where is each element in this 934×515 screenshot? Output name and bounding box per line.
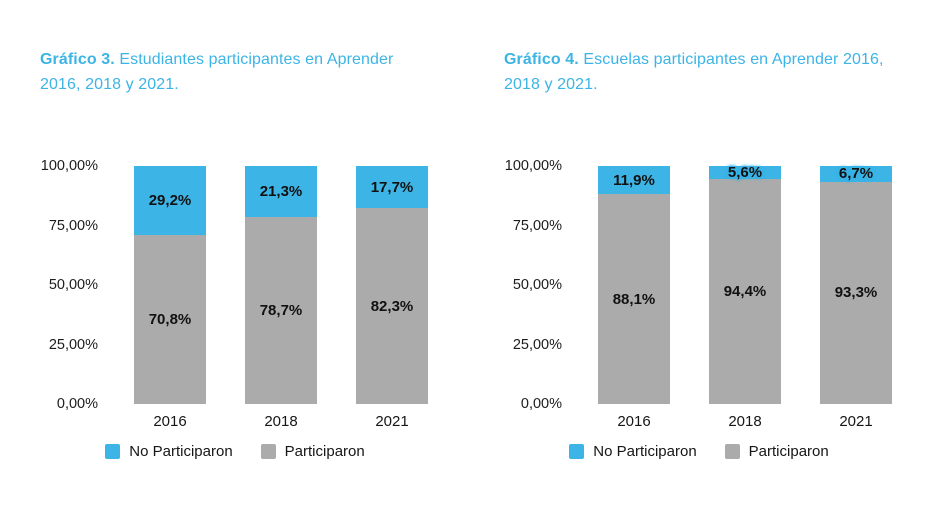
segment-participaron: 82,3% <box>356 208 428 404</box>
stacked-bar-chart-escuelas: 100,00% 75,00% 50,00% 25,00% 0,00% 11,9% 88,1… <box>504 158 894 460</box>
bar-2018: 5,6% 94,4% <box>709 164 781 404</box>
legend: No Participaron Participaron <box>40 443 430 460</box>
legend-swatch <box>724 444 740 459</box>
chart-title-grafico-4: Gráfico 4. Escuelas participantes en Apr… <box>504 47 894 97</box>
y-tick-label: 100,00% <box>504 158 562 174</box>
y-tick-label: 50,00% <box>512 277 562 293</box>
stacked-bar-chart-estudiantes: 100,00% 75,00% 50,00% 25,00% 0,00% 29,2% 70,8… <box>40 158 430 460</box>
y-axis: 100,00% 75,00% 50,00% 25,00% 0,00% <box>40 158 98 412</box>
segment-participaron: 93,3% <box>820 181 892 404</box>
y-tick-label: 25,00% <box>48 336 98 353</box>
segment-no-participaron: 29,2% <box>134 166 206 236</box>
bars-container: 29,2% 70,8% 21,3% 78,7% 17,7% 82,3% <box>98 166 428 404</box>
x-category-label: 2018 <box>728 413 762 430</box>
bar-2016: 11,9% 88,1% <box>598 166 670 404</box>
legend-label: Participaron <box>284 443 365 460</box>
segment-value-label: 11,9% <box>613 171 655 189</box>
x-axis: 2016 2018 2021 <box>40 413 430 430</box>
bar-2018: 21,3% 78,7% <box>245 166 317 404</box>
bar-2016: 29,2% 70,8% <box>134 166 206 404</box>
legend: No Participaron Participaron <box>504 443 894 460</box>
legend-item-participaron: Participaron <box>260 443 365 460</box>
legend-label: Participaron <box>748 443 829 460</box>
segment-value-label: 29,2% <box>148 192 192 210</box>
y-tick-label: 75,00% <box>48 217 98 234</box>
y-tick-label: 75,00% <box>512 217 562 234</box>
segment-no-participaron: 21,3% <box>245 166 317 217</box>
y-tick-label: 50,00% <box>48 277 98 293</box>
segment-value-label: 88,1% <box>612 290 656 308</box>
chart-block-grafico-3: Gráfico 3. Estudiantes participantes en … <box>40 47 430 460</box>
legend-label: No Participaron <box>593 443 697 460</box>
segment-participaron: 70,8% <box>134 235 206 404</box>
bar-2021: 6,7% 93,3% <box>820 165 892 404</box>
segment-value-label: 78,7% <box>259 301 303 319</box>
chart-title-text: Escuelas participantes en Aprender 2016,… <box>504 51 884 93</box>
x-category-label: 2016 <box>617 413 651 430</box>
bars-container: 11,9% 88,1% 5,6% 94,4% 6,7% 93,3% <box>562 164 892 404</box>
legend-item-participaron: Participaron <box>724 443 829 460</box>
x-category-label: 2021 <box>839 413 873 430</box>
segment-no-participaron: 11,9% <box>598 166 670 195</box>
segment-value-label: 17,7% <box>370 178 414 196</box>
y-axis: 100,00% 75,00% 50,00% 25,00% 0,00% <box>504 158 562 412</box>
chart-title-number: Gráfico 3. <box>40 51 115 68</box>
chart-title-text: Estudiantes participantes en Aprender 20… <box>40 51 394 93</box>
x-axis: 2016 2018 2021 <box>504 413 894 430</box>
plot-area: 100,00% 75,00% 50,00% 25,00% 0,00% 29,2% 70,8… <box>40 158 430 412</box>
legend-swatch <box>105 444 121 459</box>
chart-block-grafico-4: Gráfico 4. Escuelas participantes en Apr… <box>504 47 894 460</box>
segment-value-label: 70,8% <box>148 311 192 329</box>
y-tick-label: 0,00% <box>56 396 98 412</box>
x-category-label: 2021 <box>375 413 409 430</box>
segment-value-label: 93,3% <box>834 284 878 302</box>
plot-area: 100,00% 75,00% 50,00% 25,00% 0,00% 11,9% 88,1… <box>504 158 894 412</box>
segment-no-participaron: 5,6% <box>709 164 781 182</box>
y-tick-label: 25,00% <box>512 336 562 353</box>
chart-title-number: Gráfico 4. <box>504 51 579 68</box>
chart-title-grafico-3: Gráfico 3. Estudiantes participantes en … <box>40 47 430 97</box>
segment-value-label: 21,3% <box>259 182 303 200</box>
segment-value-label: 6,7% <box>838 165 874 183</box>
segment-no-participaron: 6,7% <box>820 165 892 183</box>
x-category-label: 2016 <box>153 413 187 430</box>
legend-swatch <box>569 444 585 459</box>
x-category-label: 2018 <box>264 413 298 430</box>
segment-value-label: 94,4% <box>723 283 767 301</box>
bar-2021: 17,7% 82,3% <box>356 166 428 404</box>
segment-no-participaron: 17,7% <box>356 166 428 209</box>
y-tick-label: 0,00% <box>520 396 562 412</box>
segment-participaron: 94,4% <box>709 179 781 404</box>
legend-item-no-participaron: No Participaron <box>569 443 697 460</box>
y-tick-label: 100,00% <box>40 158 98 174</box>
segment-value-label: 5,6% <box>727 164 763 182</box>
legend-swatch <box>260 444 276 459</box>
segment-participaron: 78,7% <box>245 216 317 404</box>
segment-participaron: 88,1% <box>598 194 670 404</box>
segment-value-label: 82,3% <box>370 297 414 315</box>
charts-row: Gráfico 3. Estudiantes participantes en … <box>40 47 894 460</box>
legend-item-no-participaron: No Participaron <box>105 443 233 460</box>
legend-label: No Participaron <box>129 443 233 460</box>
